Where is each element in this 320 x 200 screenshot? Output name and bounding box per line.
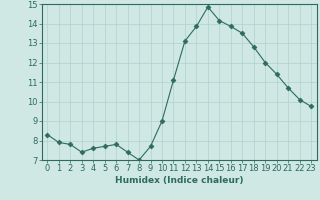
X-axis label: Humidex (Indice chaleur): Humidex (Indice chaleur) — [115, 176, 244, 185]
